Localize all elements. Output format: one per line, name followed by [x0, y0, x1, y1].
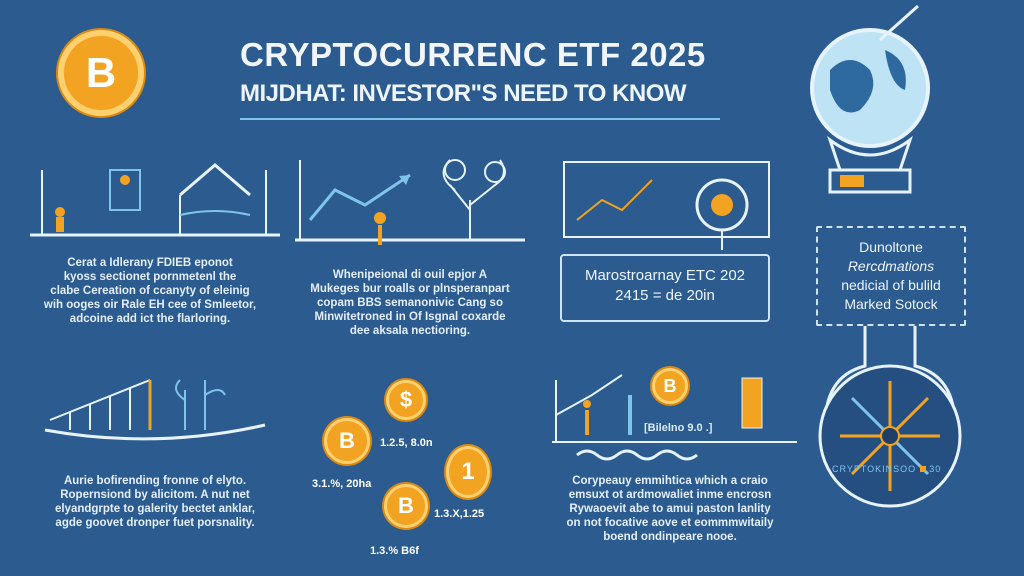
title-divider — [240, 118, 720, 120]
text-line: elyandgrpte to galerity bectet anklar, — [54, 503, 256, 515]
bridge-plant-illustration — [44, 379, 266, 441]
text-line: boend ondinpeare nooe. — [603, 531, 737, 543]
panel2-text: Whenipeional di ouil epjor A Mukeges bur… — [290, 268, 530, 338]
bitcoin-coin: B — [384, 484, 428, 528]
text-line: Minwitetroned in Of Isgnal coxarde — [314, 311, 506, 323]
panel3-box: Marostroarnay ETC 202 2415 = de 20in — [560, 254, 770, 322]
text-line: Cerat a Idlerany FDIEB eponot — [67, 257, 233, 269]
one-coin: 1 — [446, 446, 490, 498]
text-line: copam BBS semanonivic Cang so — [317, 297, 503, 309]
page-subtitle: MIJDHAT: INVESTOR"S NEED TO KNOW — [240, 80, 687, 107]
bitcoin-coin-logo: B — [58, 30, 144, 116]
text-line: kyoss sectionet pornmetenl the — [63, 271, 237, 283]
text-line: dee aksala nectioring. — [349, 325, 471, 337]
text-line: on not focative aove et eommmwitaily — [566, 517, 774, 529]
page-title: CRYPTOCURRENC ETF 2025 — [240, 36, 706, 73]
text-line: Ropernsiond by alicitom. A nut net — [60, 489, 250, 501]
text-line: Rywaoevit abe to amui paston lanlity — [569, 503, 771, 515]
coin-label: 1.2.5, 8.0n — [380, 437, 433, 449]
text-line: emsuxt ot ardmowaliet inme encrosn — [568, 489, 772, 501]
text-line: agde goovet dronper fuet porsnality. — [55, 517, 255, 529]
market-chart-illustration — [563, 161, 770, 250]
etf-building-illustration — [30, 163, 280, 237]
text-line: nedicial of bulild — [841, 277, 941, 293]
footer-label: CRYPTOKINSOO 30 — [832, 464, 941, 474]
panel7-text: Corypeauy emmihtica which a craio emsuxt… — [545, 474, 795, 544]
coin-label: 3.1.%, 20ha — [312, 478, 372, 490]
footer-square — [919, 466, 926, 472]
text-line: Corypeauy emmihtica which a craio — [572, 475, 768, 487]
text-line: Dunoltone — [859, 239, 923, 255]
text-line: wih ooges oir Rale EH cee of Smleetor, — [43, 299, 257, 311]
panel4-box: Dunoltone Rercdmations nedicial of bulil… — [816, 226, 966, 326]
analytics-label: [Bilelno 9.0 .] — [644, 422, 713, 434]
text-line: Aurie bofirending fronne of elyto. — [63, 475, 247, 487]
text-line: Marostroarnay ETC 202 — [584, 267, 746, 284]
bitcoin-coin: B — [324, 418, 370, 464]
text-line: Marked Sotock — [844, 296, 938, 312]
text-line: clabe Cereation of ccanyty of eleinig — [50, 285, 250, 297]
text-line: 2415 = de 20in — [615, 287, 715, 304]
panel5-text: Aurie bofirending fronne of elyto. Roper… — [30, 474, 280, 530]
footer-text: CRYPTOKINSOO — [832, 464, 917, 474]
panel1-text: Cerat a Idlerany FDIEB eponot kyoss sect… — [30, 256, 270, 326]
bitcoin-coin: B — [652, 368, 688, 404]
text-line: Mukeges bur roalls or plnsperanpart — [310, 283, 510, 295]
dollar-coin: $ — [386, 380, 426, 420]
analytics-scene-illustration — [552, 374, 797, 461]
text-line: adcoine add ict the flarloring. — [69, 313, 231, 325]
coin-label: 1.3.X,1.25 — [434, 508, 485, 520]
text-line: Whenipeional di ouil epjor A — [332, 269, 488, 281]
footer-text: 30 — [929, 464, 942, 474]
globe-network-illustration — [818, 326, 962, 508]
coin-label: 1.3.% B6f — [370, 545, 419, 557]
globe-trophy-illustration — [810, 4, 930, 194]
growth-chart-tree-illustration — [295, 159, 525, 245]
text-line: Rercdmations — [847, 258, 935, 274]
